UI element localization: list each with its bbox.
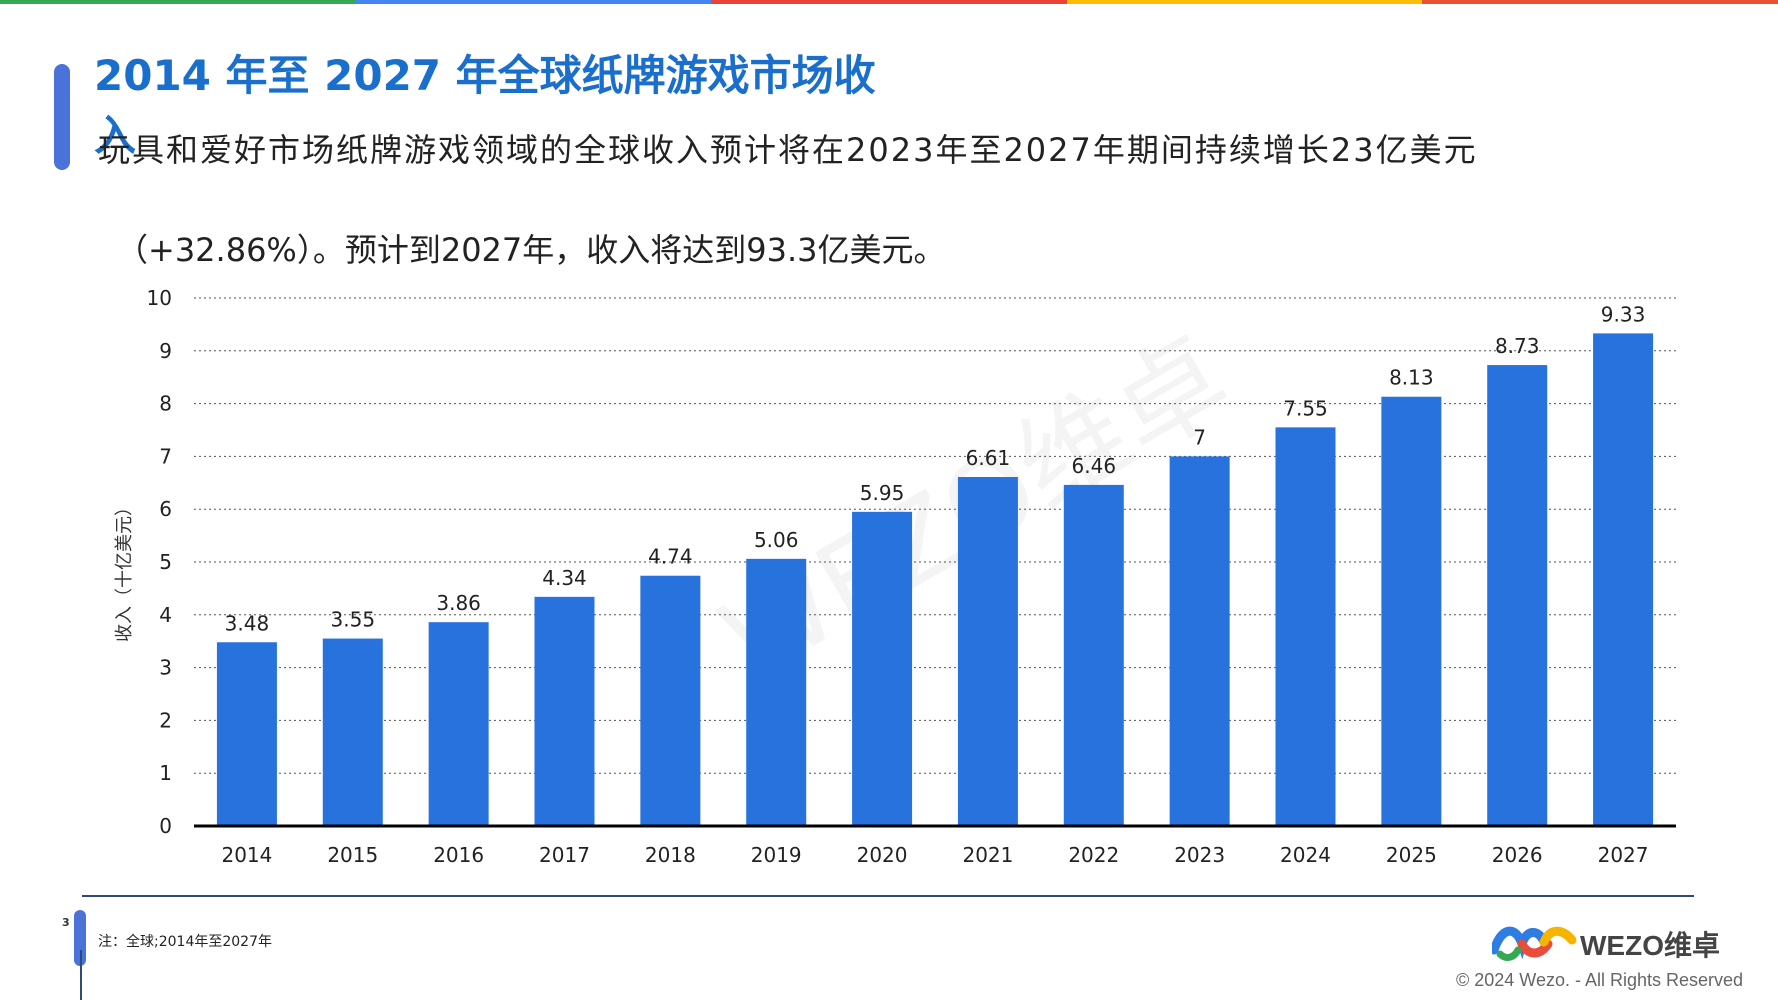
x-tick-label: 2014 bbox=[221, 843, 272, 867]
bar bbox=[1593, 333, 1654, 826]
bar bbox=[428, 622, 489, 826]
data-label: 8.73 bbox=[1495, 334, 1540, 358]
x-tick-label: 2024 bbox=[1280, 843, 1331, 867]
stripe-segment-green bbox=[0, 0, 356, 4]
footer-accent-bar bbox=[74, 910, 86, 966]
x-tick-label: 2021 bbox=[962, 843, 1013, 867]
bar bbox=[534, 596, 595, 826]
x-tick-label: 2017 bbox=[539, 843, 590, 867]
revenue-bar-chart: 0 1 2 3 4 5 6 7 8 9 10 收入（十亿美元） 3.48 2014 3.55 2015 3.86… bbox=[114, 286, 1676, 867]
stripe-segment-blue bbox=[355, 0, 712, 4]
y-tick-label: 4 bbox=[159, 603, 172, 627]
y-tick-label: 2 bbox=[159, 708, 172, 732]
bar bbox=[852, 511, 913, 826]
data-label: 7.55 bbox=[1283, 396, 1328, 420]
data-label: 3.48 bbox=[225, 611, 270, 635]
x-tick-label: 2015 bbox=[327, 843, 378, 867]
x-tick-label: 2027 bbox=[1598, 843, 1649, 867]
data-label: 4.74 bbox=[648, 545, 693, 569]
data-label: 6.61 bbox=[966, 446, 1011, 470]
y-tick-label: 1 bbox=[159, 761, 172, 785]
page-number: 3 bbox=[62, 916, 70, 929]
footer-vertical-line bbox=[80, 950, 82, 1000]
data-label: 3.55 bbox=[331, 608, 376, 632]
bar bbox=[1275, 427, 1336, 826]
y-tick-label: 10 bbox=[147, 286, 172, 310]
bar bbox=[1063, 484, 1124, 826]
bar bbox=[640, 575, 701, 826]
bar bbox=[957, 476, 1018, 826]
wezo-logo-icon bbox=[1492, 926, 1577, 961]
data-label: 5.95 bbox=[860, 481, 905, 505]
bar bbox=[1487, 365, 1548, 826]
subtitle-line-2: （+32.86%）。预计到2027年，收入将达到93.3亿美元。 bbox=[116, 231, 946, 269]
x-tick-label: 2018 bbox=[645, 843, 696, 867]
bar bbox=[1169, 456, 1230, 826]
data-label: 4.34 bbox=[542, 566, 587, 590]
data-label: 7 bbox=[1193, 425, 1206, 449]
x-tick-label: 2022 bbox=[1068, 843, 1119, 867]
y-tick-label: 3 bbox=[159, 656, 172, 680]
x-tick-label: 2020 bbox=[857, 843, 908, 867]
footer-divider bbox=[82, 895, 1694, 897]
bar bbox=[1381, 396, 1442, 826]
top-color-stripe bbox=[0, 0, 1778, 4]
y-tick-label: 0 bbox=[159, 814, 172, 838]
data-label: 6.46 bbox=[1072, 454, 1117, 478]
x-tick-label: 2025 bbox=[1386, 843, 1437, 867]
title-accent-bar bbox=[54, 64, 70, 170]
data-label: 8.13 bbox=[1389, 366, 1434, 390]
y-tick-label: 7 bbox=[159, 444, 172, 468]
bar bbox=[322, 638, 383, 826]
data-label: 9.33 bbox=[1601, 302, 1646, 326]
x-tick-label: 2016 bbox=[433, 843, 484, 867]
stripe-segment-red bbox=[711, 0, 1067, 4]
stripe-segment-orange bbox=[1422, 0, 1778, 4]
stripe-segment-yellow bbox=[1066, 0, 1423, 4]
y-tick-label: 9 bbox=[159, 339, 172, 363]
data-label: 3.86 bbox=[436, 591, 481, 615]
bar bbox=[746, 558, 807, 826]
y-tick-label: 6 bbox=[159, 497, 172, 521]
y-tick-label: 5 bbox=[159, 550, 172, 574]
subtitle-line-1: 玩具和爱好市场纸牌游戏领域的全球收入预计将在2023年至2027年期间持续增长2… bbox=[98, 131, 1478, 169]
x-tick-label: 2023 bbox=[1174, 843, 1225, 867]
logo-text: WEZO维卓 bbox=[1580, 930, 1720, 961]
data-label: 5.06 bbox=[754, 528, 799, 552]
y-axis-label: 收入（十亿美元） bbox=[114, 498, 135, 642]
x-tick-label: 2026 bbox=[1492, 843, 1543, 867]
y-tick-label: 8 bbox=[159, 392, 172, 416]
x-tick-label: 2019 bbox=[751, 843, 802, 867]
bar bbox=[216, 642, 277, 826]
copyright-text: © 2024 Wezo. - All Rights Reserved bbox=[1456, 970, 1744, 990]
page-title: 2014 年至 2027 年全球纸牌游戏市场收入 bbox=[94, 51, 876, 160]
source-note: 注：全球;2014年至2027年 bbox=[98, 934, 272, 950]
